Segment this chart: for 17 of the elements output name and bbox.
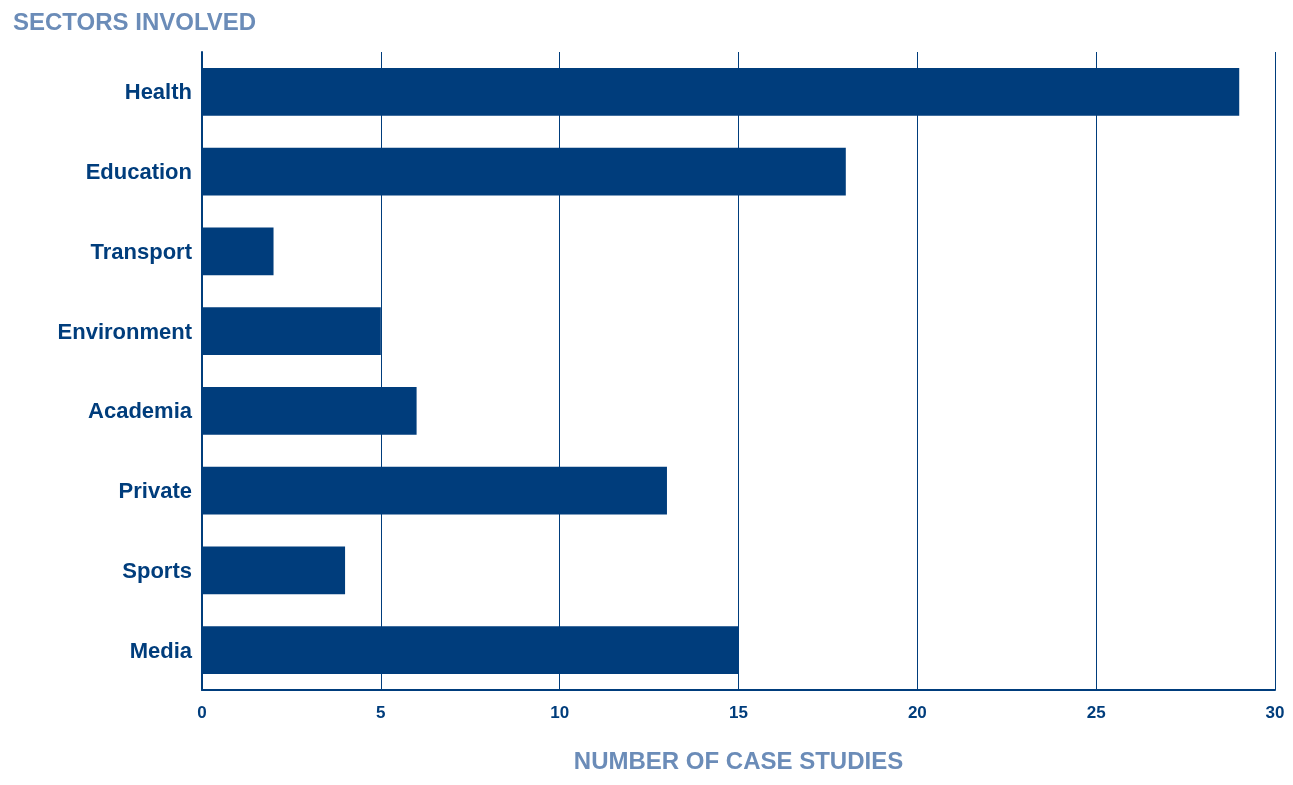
x-tick-label: 5 xyxy=(376,703,386,722)
x-axis-title: NUMBER OF CASE STUDIES xyxy=(573,746,904,774)
x-tick-label: 20 xyxy=(907,703,927,722)
y-tick-label: Media xyxy=(129,637,193,663)
x-tick-label: 30 xyxy=(1265,703,1285,722)
y-tick-label: Environment xyxy=(57,318,193,344)
y-tick-label: Private xyxy=(118,478,192,504)
x-tick-label: 15 xyxy=(729,703,748,722)
x-tick-label: 25 xyxy=(1086,703,1106,722)
x-tick-label: 10 xyxy=(550,703,570,722)
chart-title: SECTORS INVOLVED xyxy=(13,7,257,35)
y-tick-label: Transport xyxy=(90,238,193,264)
y-tick-label: Health xyxy=(124,79,192,105)
y-tick-label: Sports xyxy=(122,557,192,583)
y-tick-label: Academia xyxy=(88,398,193,424)
x-tick-label: 0 xyxy=(197,703,207,722)
y-tick-label: Education xyxy=(85,159,192,185)
